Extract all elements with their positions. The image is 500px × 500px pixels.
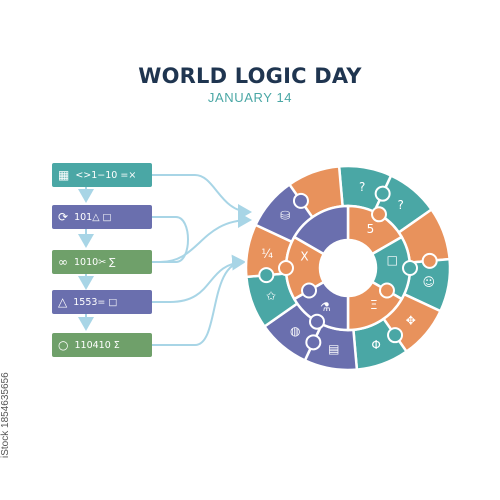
triangle-icon: △ [58, 295, 68, 309]
flow-box-4-text: 1553= □ [73, 296, 118, 308]
x-icon: X [300, 249, 308, 263]
globe-icon: ◍ [290, 324, 301, 338]
page-subtitle: JANUARY 14 [207, 90, 293, 105]
head-icon: ☺ [422, 275, 435, 289]
puzzle-star-icon: ✩ [266, 289, 276, 303]
flow-box-4: △ 1553= □ [52, 290, 152, 314]
flow-box-3: ∞ 1010✂ ∑ [52, 250, 152, 274]
question-bubble-icon: ? [359, 180, 365, 194]
infinity-icon: ∞ [58, 255, 68, 269]
connector-2 [152, 216, 189, 263]
chart-icon: ▤ [328, 342, 339, 356]
connector-1 [152, 174, 252, 220]
phi-icon: Φ [371, 338, 380, 352]
flow-box-2-text: 101△ □ [74, 211, 112, 223]
question-bubble-icon: ? [398, 198, 404, 212]
puzzle-knob-2 [421, 252, 438, 269]
xi-icon: Ξ [370, 298, 378, 312]
connector-4 [152, 254, 246, 303]
puzzle-knob-11 [378, 282, 395, 299]
page-title: WORLD LOGIC DAY [138, 64, 362, 88]
flow-box-1-text: <>1−10 =× [75, 169, 137, 181]
puzzle-knob-4 [305, 334, 322, 351]
puzzle-knob-7 [371, 206, 387, 223]
puzzle-knob-3 [387, 327, 404, 344]
flow-box-5-text: 110410 Σ [74, 339, 120, 351]
binary-grid-icon: ▦ [58, 168, 70, 182]
connector-3 [152, 212, 252, 263]
quarter-icon: ¼ [261, 247, 273, 261]
flow-box-3-text: 1010✂ ∑ [74, 256, 116, 268]
flask-icon: ⚗ [320, 300, 331, 314]
puzzle-knob-9 [309, 313, 325, 330]
flow-box-1: ▦ <>1−10 =× [52, 163, 152, 187]
puzzle-circle: ?? ☺ ✥ Φ ▤ ◍ ✩ ¼ ⛁ 5 □ X Ξ ⚗ [244, 164, 452, 372]
puzzle-knob-5 [258, 267, 275, 284]
flow-box-5: ○ 110410 Σ [52, 333, 152, 357]
connector-lines [78, 174, 252, 346]
puzzle-knob-6 [292, 192, 309, 209]
square-icon: □ [387, 253, 398, 267]
flow-box-2: ⟳ 101△ □ [52, 205, 152, 229]
puzzle-piece-inner-6 [292, 204, 350, 256]
five-icon: 5 [367, 222, 375, 236]
circle-icon: ○ [58, 338, 69, 352]
compass-icon: ✥ [406, 314, 416, 328]
connector-5 [152, 261, 245, 346]
puzzle-knob-8 [402, 260, 418, 276]
puzzle-knob-12 [301, 282, 318, 299]
refresh-icon: ⟳ [58, 210, 69, 224]
puzzle-knob-1 [374, 185, 391, 202]
cube-icon: ⛁ [280, 208, 290, 222]
puzzle-center [321, 241, 375, 295]
puzzle-knob-10 [278, 260, 294, 276]
